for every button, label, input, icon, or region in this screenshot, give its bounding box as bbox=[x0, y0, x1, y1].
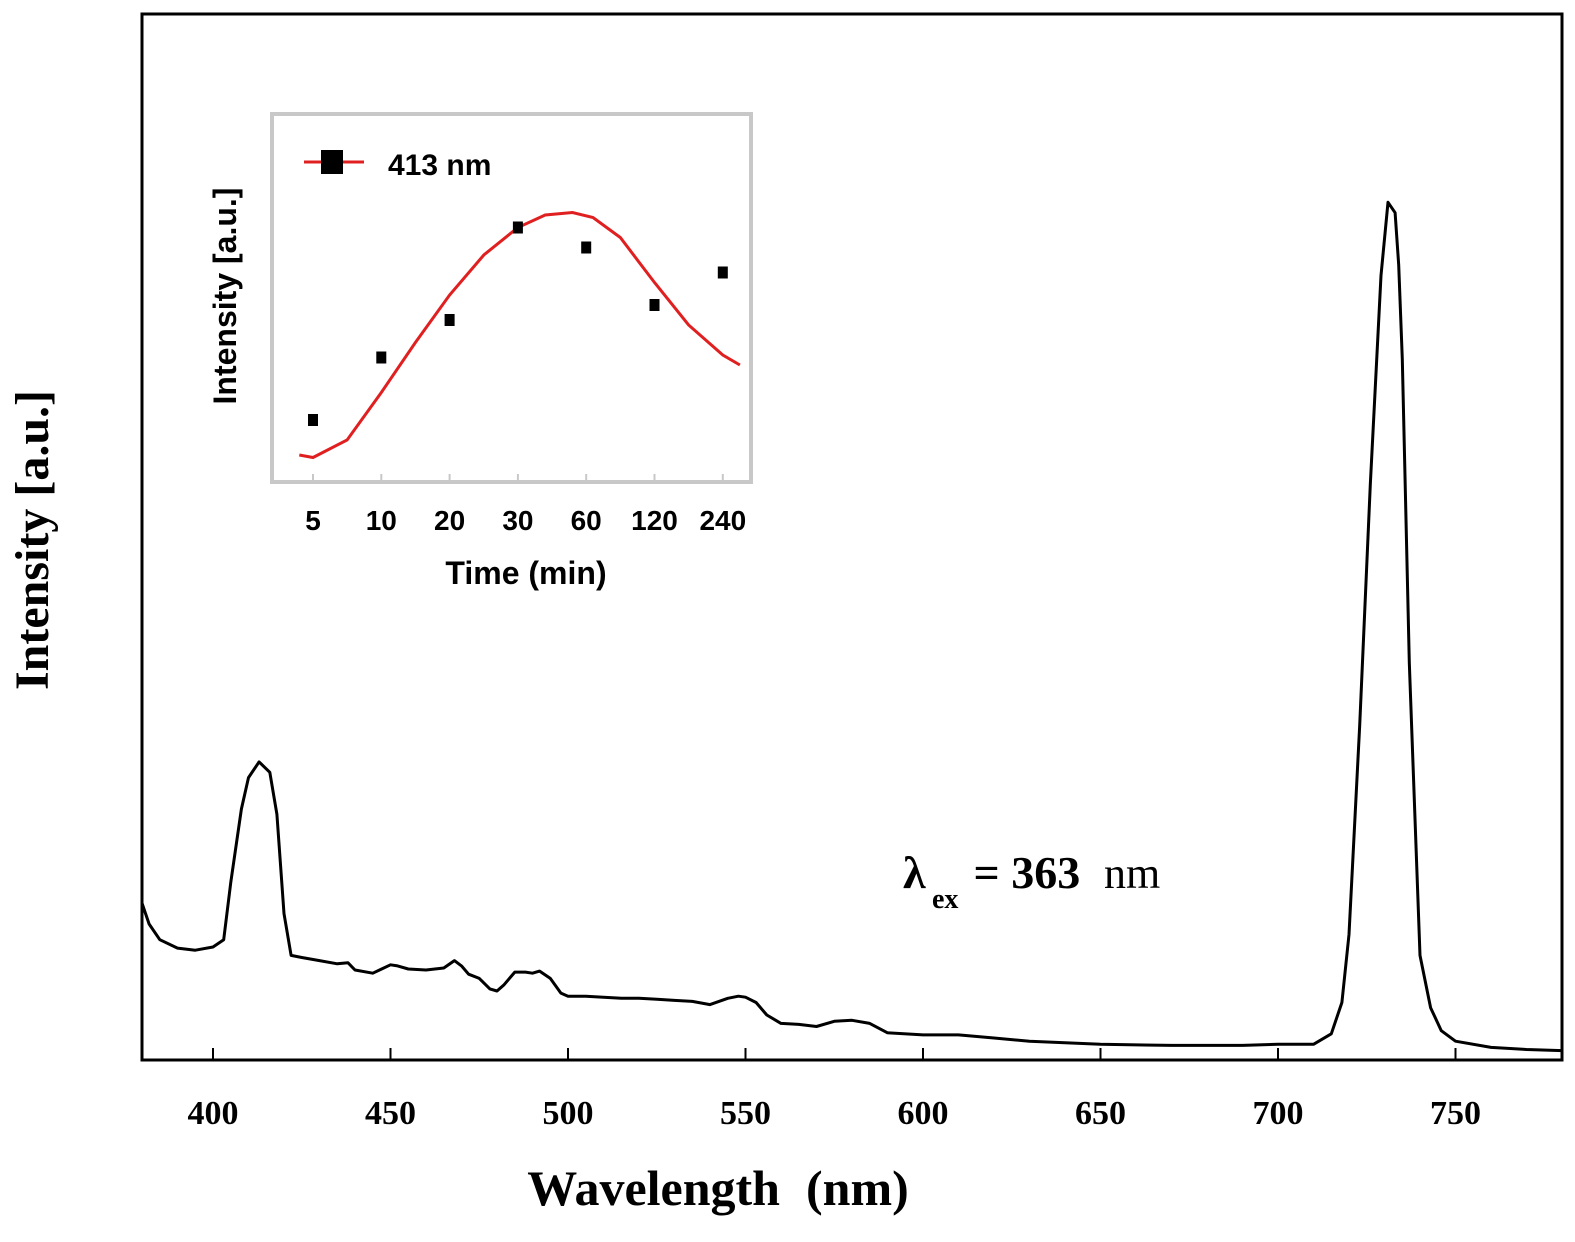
excitation-value: = 363 bbox=[962, 847, 1092, 898]
inset-x-tick-label: 240 bbox=[699, 505, 746, 536]
inset-x-tick-label: 60 bbox=[571, 505, 602, 536]
inset-data-point bbox=[308, 414, 318, 426]
main-x-tick-label: 750 bbox=[1430, 1095, 1481, 1132]
main-x-tick-label: 700 bbox=[1253, 1095, 1304, 1132]
excitation-annotation: λ ex = 363 nm bbox=[903, 847, 1160, 915]
inset-legend: 413 nm bbox=[304, 149, 491, 182]
main-x-tick-label: 650 bbox=[1075, 1095, 1126, 1132]
inset-data-point bbox=[512, 221, 523, 234]
x-axis-label: Wavelength bbox=[527, 1160, 780, 1216]
x-axis-unit: (nm) bbox=[806, 1160, 909, 1216]
inset-fit-curve bbox=[299, 210, 741, 460]
inset-x-tick-label: 120 bbox=[631, 505, 678, 536]
lambda-subscript: ex bbox=[932, 884, 958, 915]
inset-x-tick-label: 30 bbox=[502, 505, 533, 536]
inset-x-tick-label: 10 bbox=[366, 505, 397, 536]
lambda-symbol: λ bbox=[903, 847, 926, 898]
excitation-unit: nm bbox=[1104, 849, 1160, 898]
inset-data-point bbox=[444, 314, 455, 326]
inset-data-points bbox=[308, 221, 728, 426]
inset-data-point bbox=[717, 266, 728, 279]
inset-plot-frame bbox=[270, 112, 753, 484]
y-axis-label: Intensity [a.u.] bbox=[6, 390, 59, 690]
legend-label: 413 nm bbox=[388, 149, 491, 182]
inset-data-point bbox=[649, 299, 660, 311]
legend-marker-swatch bbox=[321, 150, 343, 174]
main-x-tick-label: 500 bbox=[543, 1095, 594, 1132]
main-x-tick-label: 600 bbox=[898, 1095, 949, 1132]
inset-data-point bbox=[376, 351, 387, 364]
main-x-tick-label: 550 bbox=[720, 1095, 771, 1132]
inset-x-tick-label: 20 bbox=[434, 505, 465, 536]
main-plot-frame bbox=[140, 12, 1564, 1062]
inset-x-axis-label: Time (min) bbox=[445, 555, 606, 591]
inset-x-ticks: 5 10 20 30 60 120 240 bbox=[305, 474, 746, 536]
main-x-tick-label: 400 bbox=[188, 1095, 239, 1132]
main-x-tick-label: 450 bbox=[365, 1095, 416, 1132]
inset-x-tick-label: 5 bbox=[305, 505, 321, 536]
inset-data-point bbox=[581, 241, 592, 254]
spectrum-line bbox=[140, 200, 1563, 1053]
main-x-ticks: 400 450 500 550 600 650 700 750 bbox=[188, 1048, 1481, 1132]
inset-y-axis-label: Intensity [a.u.] bbox=[207, 188, 243, 405]
